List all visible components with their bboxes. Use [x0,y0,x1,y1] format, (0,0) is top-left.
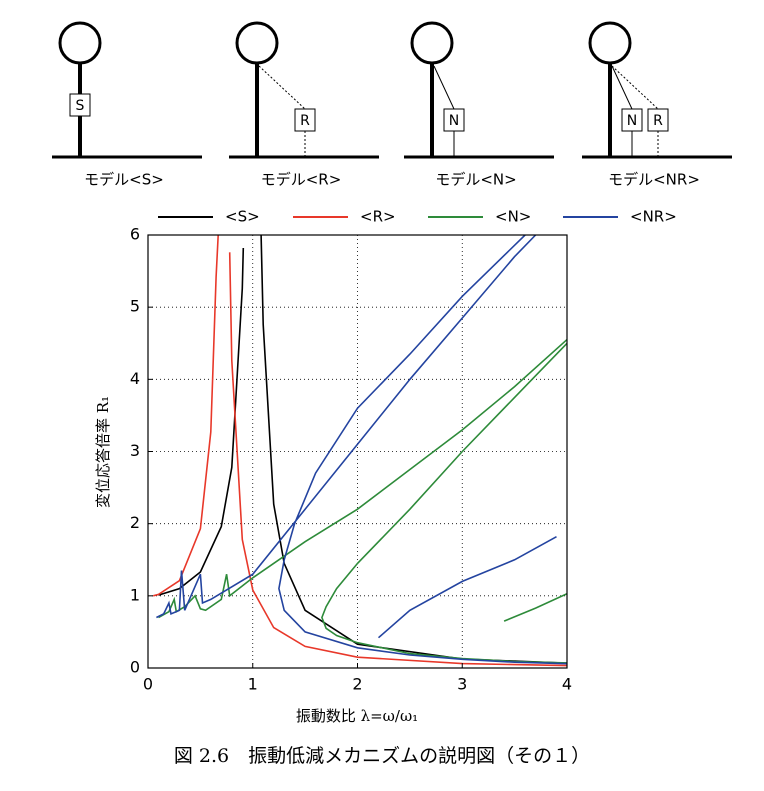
element-label: R [653,113,663,129]
element-box [621,108,643,132]
y-tick-label: 5 [130,297,140,316]
element-label: N [449,113,459,129]
series-line [158,339,567,664]
y-tick-label: 6 [130,225,140,244]
ticks: 0 1 2 3 4 0 1 2 3 4 5 6 [130,225,572,694]
model-label: モデル<N> [435,171,516,189]
x-tick-label: 1 [248,675,258,694]
model-label: モデル<R> [261,171,342,189]
x-tick-label: 4 [562,675,572,694]
series-line [156,235,567,665]
mass [588,21,632,65]
x-tick-label: 3 [457,675,467,694]
x-tick-label: 2 [352,675,362,694]
element-label: R [300,113,310,129]
legend-label: <NR> [630,208,677,226]
mass [58,21,102,65]
connector [258,65,306,110]
element-box [647,108,669,132]
element-label: N [627,113,637,129]
connector [611,65,659,110]
series-line [158,235,567,664]
plot-lines [152,235,567,667]
legend-label: <N> [495,208,531,226]
mass [410,21,454,65]
legend-label: <R> [360,208,396,226]
grid [147,234,568,669]
model-label: モデル<NR> [608,171,700,189]
mass [235,21,279,65]
y-tick-label: 4 [130,369,140,388]
element-box [69,93,91,117]
connector [433,65,455,110]
y-axis-label: 変位応答倍率 R₁ [94,396,112,508]
y-tick-label: 1 [130,585,140,604]
caption: 図 2.6 振動低減メカニズムの説明図（その１） [174,745,590,767]
legend-label: <S> [225,208,260,226]
element-box [443,108,465,132]
element-label: S [76,98,85,114]
x-axis-label: 振動数比 λ=ω/ω₁ [296,707,418,725]
series-line [152,235,567,667]
y-tick-label: 3 [130,441,140,460]
y-tick-label: 0 [130,658,140,677]
connector [611,65,633,110]
legend: <S> <R> <N> <NR> [158,208,677,226]
model-label: モデル<S> [84,171,164,189]
y-tick-label: 2 [130,513,140,532]
element-box [294,108,316,132]
x-tick-label: 0 [143,675,153,694]
